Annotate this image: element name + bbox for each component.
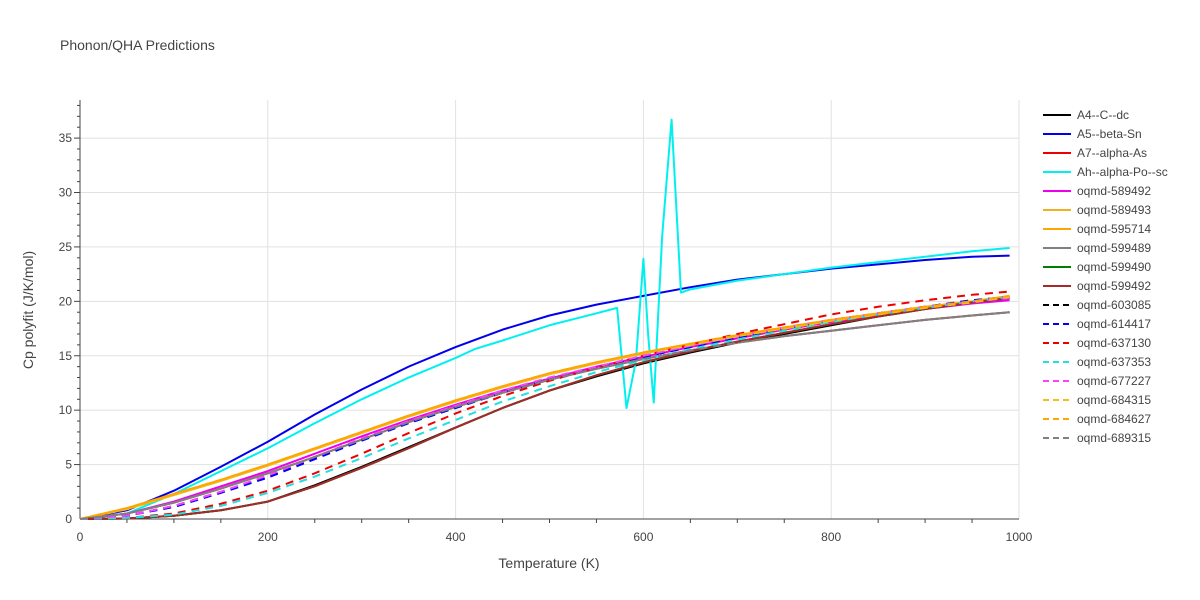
legend-label: oqmd-599489 [1077,241,1151,255]
legend-label: oqmd-614417 [1077,317,1151,331]
legend-item-oqmd-599490[interactable]: oqmd-599490 [1043,260,1151,274]
legend-label: A5--beta-Sn [1077,127,1142,141]
x-tick-label: 400 [446,530,466,544]
legend-item-A5--beta-Sn[interactable]: A5--beta-Sn [1043,127,1142,141]
grid [80,100,1020,519]
x-tick-label: 1000 [1006,530,1033,544]
legend-label: Ah--alpha-Po--sc [1077,165,1168,179]
series-line-oqmd-689315 [79,311,1010,520]
chart-title: Phonon/QHA Predictions [60,37,215,53]
series-line-oqmd-637130 [79,290,1010,520]
legend-label: A4--C--dc [1077,108,1129,122]
axes: 0 200 400 600 800 1000 0 5 10 15 20 25 30 35 [59,100,1033,544]
legend[interactable]: A4--C--dc A5--beta-Sn A7--alpha-As Ah--alph… [1043,108,1168,445]
legend-label: oqmd-595714 [1077,222,1151,236]
legend-label: oqmd-589493 [1077,203,1151,217]
legend-item-oqmd-684627[interactable]: oqmd-684627 [1043,412,1151,426]
y-tick-label: 5 [65,458,72,472]
x-axis-title: Temperature (K) [498,555,599,571]
legend-item-oqmd-599492[interactable]: oqmd-599492 [1043,279,1151,293]
series-line-oqmd-599492 [79,297,1010,520]
legend-label: oqmd-684315 [1077,393,1151,407]
series-group [79,118,1010,520]
y-tick-label: 20 [59,294,73,308]
legend-item-A4--C--dc[interactable]: A4--C--dc [1043,108,1129,122]
legend-item-oqmd-637130[interactable]: oqmd-637130 [1043,336,1151,350]
y-tick-label: 25 [59,240,73,254]
legend-label: oqmd-637130 [1077,336,1151,350]
x-tick-label: 600 [633,530,653,544]
series-line-oqmd-684627 [79,294,1010,520]
series-line-oqmd-684315 [79,295,1010,520]
legend-item-oqmd-637353[interactable]: oqmd-637353 [1043,355,1151,369]
legend-item-Ah--alpha-Po--sc[interactable]: Ah--alpha-Po--sc [1043,165,1168,179]
legend-item-oqmd-689315[interactable]: oqmd-689315 [1043,431,1151,445]
legend-label: oqmd-599490 [1077,260,1151,274]
legend-label: oqmd-589492 [1077,184,1151,198]
series-line-oqmd-603085 [79,295,1010,520]
legend-item-oqmd-603085[interactable]: oqmd-603085 [1043,298,1151,312]
series-line-Ah--alpha-Po--sc [79,118,1010,520]
legend-item-oqmd-595714[interactable]: oqmd-595714 [1043,222,1151,236]
legend-item-oqmd-589493[interactable]: oqmd-589493 [1043,203,1151,217]
y-tick-label: 30 [59,186,73,200]
legend-item-oqmd-614417[interactable]: oqmd-614417 [1043,317,1151,331]
y-tick-label: 35 [59,131,73,145]
x-tick-label: 0 [77,530,84,544]
series-line-A5--beta-Sn [79,254,1010,520]
legend-label: oqmd-684627 [1077,412,1151,426]
series-line-oqmd-677227 [79,297,1010,520]
legend-item-oqmd-589492[interactable]: oqmd-589492 [1043,184,1151,198]
legend-label: oqmd-599492 [1077,279,1151,293]
legend-label: oqmd-677227 [1077,374,1151,388]
x-tick-label: 800 [821,530,841,544]
x-tick-label: 200 [258,530,278,544]
series-line-oqmd-614417 [79,295,1010,520]
series-line-oqmd-595714 [79,294,1010,520]
y-axis-title: Cp polyfit (J/K/mol) [20,251,36,369]
legend-label: oqmd-689315 [1077,431,1151,445]
legend-label: oqmd-637353 [1077,355,1151,369]
legend-label: oqmd-603085 [1077,298,1151,312]
legend-item-oqmd-677227[interactable]: oqmd-677227 [1043,374,1151,388]
legend-item-oqmd-684315[interactable]: oqmd-684315 [1043,393,1151,407]
legend-label: A7--alpha-As [1077,146,1147,160]
legend-item-oqmd-599489[interactable]: oqmd-599489 [1043,241,1151,255]
series-line-oqmd-589493 [79,295,1010,520]
y-tick-label: 15 [59,349,73,363]
series-line-oqmd-637353 [79,295,1010,520]
y-tick-label: 0 [65,512,72,526]
y-tick-label: 10 [59,403,73,417]
series-line-oqmd-589492 [79,299,1010,520]
legend-item-A7--alpha-As[interactable]: A7--alpha-As [1043,146,1147,160]
